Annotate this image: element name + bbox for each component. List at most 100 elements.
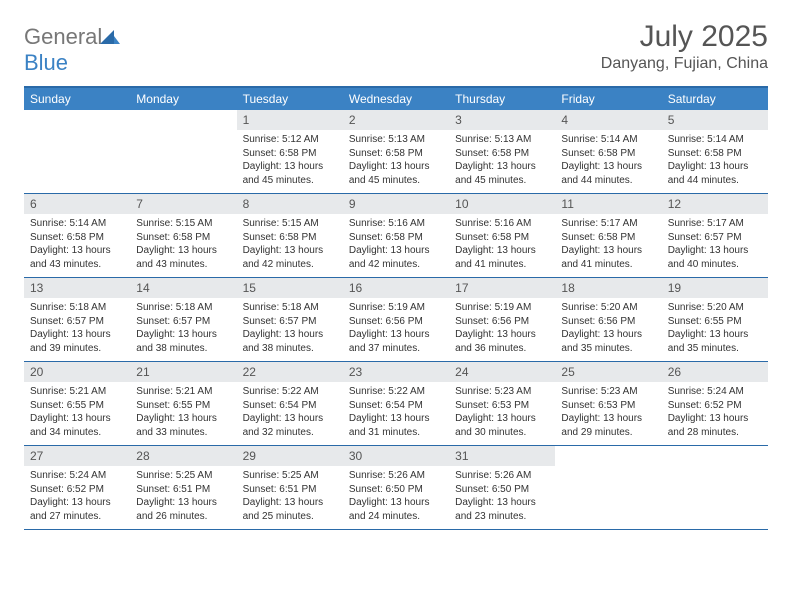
calendar-cell: 8Sunrise: 5:15 AMSunset: 6:58 PMDaylight…	[237, 194, 343, 277]
day-data: Sunrise: 5:25 AMSunset: 6:51 PMDaylight:…	[130, 466, 236, 529]
day-data: Sunrise: 5:22 AMSunset: 6:54 PMDaylight:…	[343, 382, 449, 445]
day-line-d1: Daylight: 13 hours	[243, 412, 337, 426]
page-header: General Blue July 2025 Danyang, Fujian, …	[24, 20, 768, 76]
day-line-ss: Sunset: 6:51 PM	[136, 483, 230, 497]
brand-part2: Blue	[24, 50, 68, 75]
day-data: Sunrise: 5:26 AMSunset: 6:50 PMDaylight:…	[343, 466, 449, 529]
calendar-cell: 29Sunrise: 5:25 AMSunset: 6:51 PMDayligh…	[237, 446, 343, 529]
day-data: Sunrise: 5:21 AMSunset: 6:55 PMDaylight:…	[130, 382, 236, 445]
day-number: 27	[24, 446, 130, 466]
month-title: July 2025	[601, 20, 768, 53]
calendar-cell: 6Sunrise: 5:14 AMSunset: 6:58 PMDaylight…	[24, 194, 130, 277]
calendar-row: 6Sunrise: 5:14 AMSunset: 6:58 PMDaylight…	[24, 194, 768, 278]
day-line-d1: Daylight: 13 hours	[349, 412, 443, 426]
day-line-d1: Daylight: 13 hours	[243, 244, 337, 258]
day-line-d2: and 45 minutes.	[455, 174, 549, 188]
day-line-ss: Sunset: 6:54 PM	[243, 399, 337, 413]
calendar-cell: 26Sunrise: 5:24 AMSunset: 6:52 PMDayligh…	[662, 362, 768, 445]
calendar-cell: 30Sunrise: 5:26 AMSunset: 6:50 PMDayligh…	[343, 446, 449, 529]
day-line-ss: Sunset: 6:54 PM	[349, 399, 443, 413]
day-line-ss: Sunset: 6:58 PM	[349, 231, 443, 245]
day-line-d1: Daylight: 13 hours	[30, 412, 124, 426]
day-line-ss: Sunset: 6:50 PM	[455, 483, 549, 497]
day-line-d2: and 42 minutes.	[243, 258, 337, 272]
day-line-d2: and 25 minutes.	[243, 510, 337, 524]
calendar-cell: 7Sunrise: 5:15 AMSunset: 6:58 PMDaylight…	[130, 194, 236, 277]
calendar-cell: 12Sunrise: 5:17 AMSunset: 6:57 PMDayligh…	[662, 194, 768, 277]
day-line-d2: and 26 minutes.	[136, 510, 230, 524]
day-line-d1: Daylight: 13 hours	[349, 160, 443, 174]
day-line-ss: Sunset: 6:51 PM	[243, 483, 337, 497]
day-data: Sunrise: 5:15 AMSunset: 6:58 PMDaylight:…	[237, 214, 343, 277]
day-line-d1: Daylight: 13 hours	[455, 412, 549, 426]
day-data: Sunrise: 5:21 AMSunset: 6:55 PMDaylight:…	[24, 382, 130, 445]
day-line-d1: Daylight: 13 hours	[349, 328, 443, 342]
calendar-cell: 20Sunrise: 5:21 AMSunset: 6:55 PMDayligh…	[24, 362, 130, 445]
day-line-d2: and 42 minutes.	[349, 258, 443, 272]
day-line-ss: Sunset: 6:50 PM	[349, 483, 443, 497]
day-number: 29	[237, 446, 343, 466]
day-line-sr: Sunrise: 5:24 AM	[30, 469, 124, 483]
day-line-d1: Daylight: 13 hours	[561, 412, 655, 426]
day-line-d2: and 41 minutes.	[561, 258, 655, 272]
day-line-d2: and 45 minutes.	[349, 174, 443, 188]
brand-sail-icon	[100, 24, 120, 50]
day-line-sr: Sunrise: 5:25 AM	[136, 469, 230, 483]
day-data: Sunrise: 5:12 AMSunset: 6:58 PMDaylight:…	[237, 130, 343, 193]
day-data: Sunrise: 5:17 AMSunset: 6:57 PMDaylight:…	[662, 214, 768, 277]
day-line-ss: Sunset: 6:58 PM	[561, 147, 655, 161]
day-data: Sunrise: 5:20 AMSunset: 6:55 PMDaylight:…	[662, 298, 768, 361]
brand-text: General Blue	[24, 24, 120, 76]
calendar-header-row: SundayMondayTuesdayWednesdayThursdayFrid…	[24, 88, 768, 110]
day-line-ss: Sunset: 6:56 PM	[349, 315, 443, 329]
day-data: Sunrise: 5:19 AMSunset: 6:56 PMDaylight:…	[343, 298, 449, 361]
calendar-cell: 25Sunrise: 5:23 AMSunset: 6:53 PMDayligh…	[555, 362, 661, 445]
day-data: Sunrise: 5:14 AMSunset: 6:58 PMDaylight:…	[662, 130, 768, 193]
calendar-cell: 31Sunrise: 5:26 AMSunset: 6:50 PMDayligh…	[449, 446, 555, 529]
day-line-d2: and 41 minutes.	[455, 258, 549, 272]
day-number: 8	[237, 194, 343, 214]
day-line-sr: Sunrise: 5:14 AM	[668, 133, 762, 147]
day-line-d1: Daylight: 13 hours	[668, 244, 762, 258]
day-line-d2: and 33 minutes.	[136, 426, 230, 440]
day-data: Sunrise: 5:16 AMSunset: 6:58 PMDaylight:…	[449, 214, 555, 277]
day-line-d2: and 24 minutes.	[349, 510, 443, 524]
day-header: Thursday	[449, 88, 555, 110]
day-line-sr: Sunrise: 5:13 AM	[349, 133, 443, 147]
day-line-d1: Daylight: 13 hours	[349, 244, 443, 258]
day-number: 23	[343, 362, 449, 382]
day-line-sr: Sunrise: 5:22 AM	[243, 385, 337, 399]
day-number: 26	[662, 362, 768, 382]
day-line-d2: and 44 minutes.	[561, 174, 655, 188]
day-line-d1: Daylight: 13 hours	[30, 244, 124, 258]
day-line-sr: Sunrise: 5:15 AM	[243, 217, 337, 231]
day-line-sr: Sunrise: 5:16 AM	[349, 217, 443, 231]
day-line-d2: and 31 minutes.	[349, 426, 443, 440]
calendar-row: 1Sunrise: 5:12 AMSunset: 6:58 PMDaylight…	[24, 110, 768, 194]
day-line-d2: and 34 minutes.	[30, 426, 124, 440]
calendar-cell: 14Sunrise: 5:18 AMSunset: 6:57 PMDayligh…	[130, 278, 236, 361]
calendar-cell	[555, 446, 661, 529]
calendar-cell: 10Sunrise: 5:16 AMSunset: 6:58 PMDayligh…	[449, 194, 555, 277]
day-line-ss: Sunset: 6:52 PM	[668, 399, 762, 413]
day-data: Sunrise: 5:25 AMSunset: 6:51 PMDaylight:…	[237, 466, 343, 529]
day-number: 20	[24, 362, 130, 382]
calendar-cell: 9Sunrise: 5:16 AMSunset: 6:58 PMDaylight…	[343, 194, 449, 277]
day-line-d1: Daylight: 13 hours	[455, 160, 549, 174]
day-line-sr: Sunrise: 5:19 AM	[349, 301, 443, 315]
day-line-sr: Sunrise: 5:21 AM	[136, 385, 230, 399]
day-line-d2: and 35 minutes.	[668, 342, 762, 356]
day-number: 22	[237, 362, 343, 382]
day-line-d1: Daylight: 13 hours	[668, 160, 762, 174]
calendar-cell: 13Sunrise: 5:18 AMSunset: 6:57 PMDayligh…	[24, 278, 130, 361]
day-data: Sunrise: 5:18 AMSunset: 6:57 PMDaylight:…	[237, 298, 343, 361]
day-line-d2: and 29 minutes.	[561, 426, 655, 440]
calendar-cell	[130, 110, 236, 193]
day-data: Sunrise: 5:17 AMSunset: 6:58 PMDaylight:…	[555, 214, 661, 277]
day-number: 2	[343, 110, 449, 130]
day-line-ss: Sunset: 6:58 PM	[455, 231, 549, 245]
day-number: 10	[449, 194, 555, 214]
day-number: 6	[24, 194, 130, 214]
day-line-d2: and 35 minutes.	[561, 342, 655, 356]
day-line-d1: Daylight: 13 hours	[349, 496, 443, 510]
